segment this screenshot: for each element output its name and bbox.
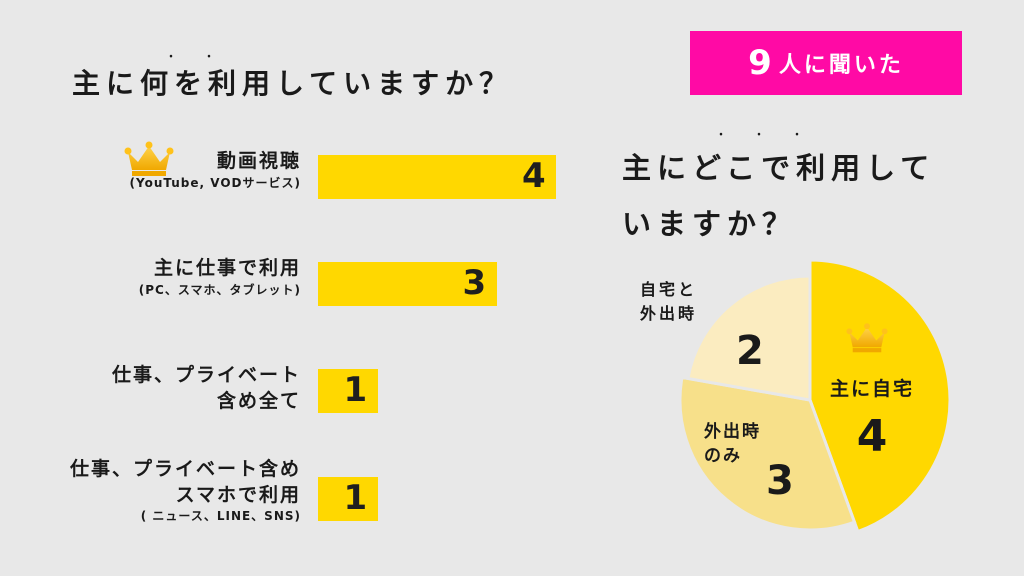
bar-label-main: 主に仕事で利用 (153, 257, 301, 279)
badge-text: 人に聞いた (778, 53, 904, 78)
pie-value-main: 4 (856, 411, 888, 462)
respondents-badge: 9 人に聞いた (690, 31, 962, 95)
bar-label-main: 動画視聴 (216, 150, 301, 172)
bar-label: 仕事、プライベート含めスマホで利用 ( ニュース、LINE、SNS) (70, 457, 301, 524)
bar-label-main: 含め全て (216, 389, 301, 412)
emphasis-dot: ・ (716, 130, 726, 141)
right-title-line2: いますか？ (622, 207, 798, 241)
bar-label: 主に仕事で利用 (PC、スマホ、タブレット) (139, 256, 301, 298)
bar-label-main: 仕事、プライベート含め (69, 458, 301, 480)
emphasis-dot: ・ (792, 130, 802, 141)
bar-value: 1 (343, 478, 368, 518)
bar-label-sub: ( ニュース、LINE、SNS) (140, 509, 301, 524)
pie-label-light: 自宅と 外出時 (640, 278, 697, 326)
pie-label-main-text: 主に自宅 (829, 378, 914, 400)
bar-label: 仕事、プライベート含め全て (112, 363, 301, 414)
pie-slice (686, 274, 812, 402)
pie-slice (678, 375, 857, 532)
bar-value: 3 (462, 263, 487, 303)
pie-chart (678, 258, 952, 534)
pie-label-light-l2: 外出時 (640, 304, 698, 323)
pie-label-main: 主に自宅 4 (812, 374, 932, 462)
bar-label: 動画視聴 (YouTube, VODサービス) (130, 149, 301, 191)
bar-label-main: 仕事、プライベート (111, 364, 301, 386)
left-title: 主に何を利用していますか？ (72, 67, 514, 100)
badge-number: 9 (748, 43, 775, 83)
bar (318, 262, 497, 306)
pie-value-mid: 3 (766, 458, 794, 504)
pie-slice (808, 258, 952, 534)
bar-label-main: スマホで利用 (175, 483, 301, 506)
crown-icon (846, 323, 888, 353)
bar (318, 155, 556, 199)
right-title-line1: 主にどこで利用して (622, 151, 936, 185)
pie-value-light: 2 (736, 328, 764, 374)
bar-label-sub: (YouTube, VODサービス) (129, 175, 301, 190)
emphasis-dot: ・ (166, 52, 176, 63)
emphasis-dot: ・ (754, 130, 764, 141)
right-title: 主にどこで利用して いますか？ (622, 140, 1002, 252)
pie-label-mid-l1: 外出時 (704, 422, 761, 442)
bar (318, 477, 378, 521)
crown-icon (124, 141, 174, 176)
bar-value: 1 (343, 370, 368, 410)
bar-value: 4 (522, 156, 546, 196)
pie-label-mid-l2: のみ (704, 446, 742, 466)
bar-label-sub: (PC、スマホ、タブレット) (138, 282, 301, 297)
emphasis-dot: ・ (204, 52, 214, 63)
pie-label-light-l1: 自宅と (640, 280, 698, 299)
pie-label-mid: 外出時 のみ (704, 420, 761, 468)
bar (318, 369, 378, 413)
